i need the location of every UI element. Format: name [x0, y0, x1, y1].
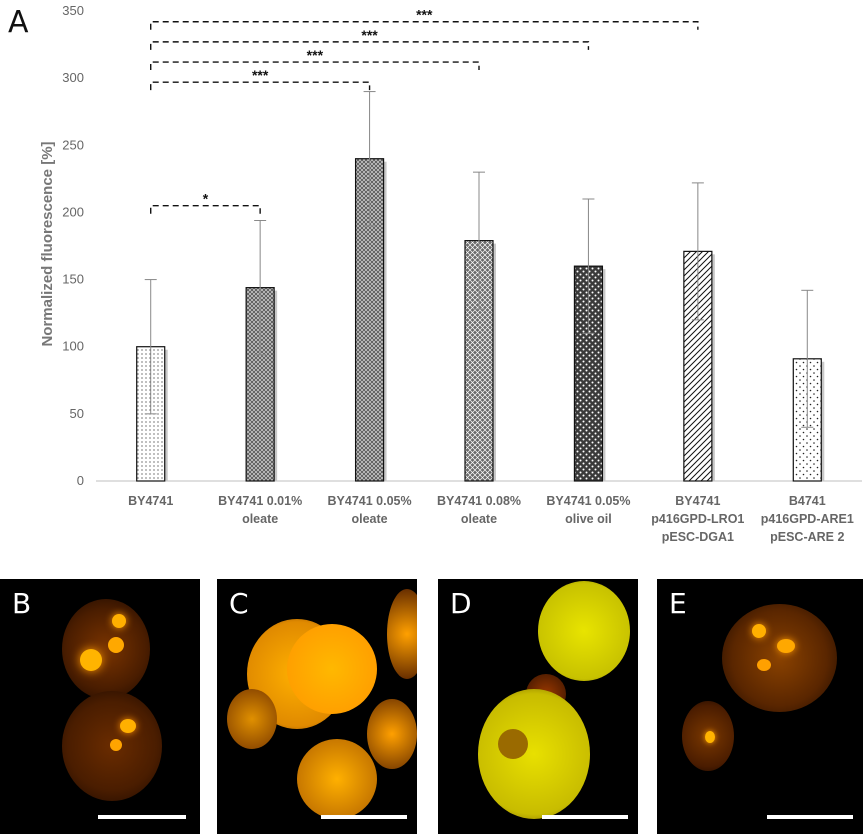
- significance-label: *: [203, 191, 209, 207]
- x-tick-label: BY4741: [128, 494, 173, 508]
- significance-label: ***: [416, 7, 433, 23]
- bar-chart: A Normalized fluorescence [%] 0 50 100 150 2…: [8, 3, 862, 544]
- x-tick-label: BY4741 0.08% oleate: [437, 494, 521, 526]
- panel-e-label: E: [669, 587, 687, 620]
- y-tick-label: 50: [70, 406, 84, 421]
- scale-bar: [767, 815, 853, 819]
- x-tick-label: BY4741 0.05% oleate: [328, 494, 412, 526]
- y-tick-label: 0: [77, 473, 84, 488]
- y-axis: 0 50 100 150 200 250 300 350: [62, 3, 862, 488]
- significance-label: ***: [361, 27, 378, 43]
- significance-brackets: *************: [150, 7, 699, 214]
- micrograph-c: C: [217, 579, 417, 834]
- scale-bar: [321, 815, 407, 819]
- y-tick-label: 150: [62, 272, 84, 287]
- y-tick-label: 350: [62, 3, 84, 18]
- micrograph-b: B: [0, 579, 200, 834]
- significance-bracket: [150, 81, 371, 91]
- x-tick-label: BY4741 p416GPD-LRO1 pESC-DGA1: [651, 494, 744, 544]
- micrograph-e: E: [657, 579, 863, 834]
- micrograph-d: D: [438, 579, 638, 834]
- y-axis-label: Normalized fluorescence [%]: [39, 141, 56, 346]
- panel-c-label: C: [229, 587, 249, 620]
- significance-label: ***: [307, 47, 324, 63]
- y-tick-label: 200: [62, 204, 84, 219]
- bar: [354, 158, 385, 482]
- x-tick-label: B4741 p416GPD-ARE1 pESC-ARE 2: [761, 494, 854, 544]
- significance-bracket: [150, 61, 480, 71]
- scale-bar: [98, 815, 186, 819]
- y-tick-label: 250: [62, 137, 84, 152]
- panel-b-label: B: [12, 587, 32, 620]
- significance-bracket: [150, 41, 590, 50]
- x-tick-label: BY4741 0.01% oleate: [218, 494, 302, 526]
- panel-d-label: D: [450, 587, 472, 620]
- scale-bar: [542, 815, 628, 819]
- significance-label: ***: [252, 67, 269, 83]
- x-tick-label: BY4741 0.05% olive oil: [546, 494, 630, 526]
- y-tick-label: 100: [62, 339, 84, 354]
- significance-bracket: [150, 205, 261, 214]
- panel-a-label: A: [8, 5, 29, 40]
- bars: [136, 91, 825, 482]
- x-axis-labels: BY4741 BY4741 0.01% oleate BY4741 0.05% olea…: [128, 494, 854, 544]
- significance-bracket: [150, 21, 699, 30]
- y-tick-label: 300: [62, 70, 84, 85]
